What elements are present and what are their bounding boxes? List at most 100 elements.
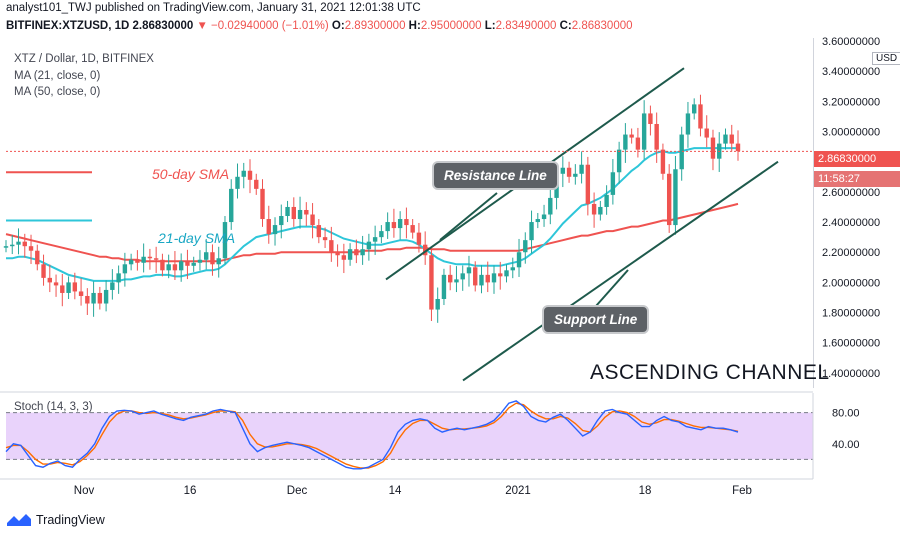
high-value: 2.95000000 xyxy=(420,20,482,32)
stoch-legend: Stoch (14, 3, 3) xyxy=(14,401,93,413)
candle-body xyxy=(297,209,303,220)
candle-body xyxy=(379,231,384,238)
last-price-badge: 2.86830000 xyxy=(814,151,900,167)
candle-body xyxy=(454,279,459,283)
candle-body xyxy=(692,104,697,114)
chart-legend-title: XTZ / Dollar, 1D, BITFINEX xyxy=(14,53,154,65)
price-tick-label: 1.40000000 xyxy=(822,368,880,380)
candle-body xyxy=(191,262,196,266)
candle-body xyxy=(435,298,440,310)
candle-body xyxy=(673,169,678,226)
candle-body xyxy=(116,273,121,283)
candle-body xyxy=(60,285,65,293)
candle-body xyxy=(272,225,278,235)
candle-body xyxy=(729,134,734,144)
candle-body xyxy=(354,249,359,256)
ma21-line xyxy=(6,147,738,282)
candle-body xyxy=(654,123,659,150)
candle-body xyxy=(416,232,422,245)
candle-body xyxy=(53,282,59,286)
price-tick-label: 2.60000000 xyxy=(822,187,880,199)
candle-body xyxy=(510,267,515,271)
stoch-tick-label: 80.00 xyxy=(832,408,860,420)
open-value: 2.89300000 xyxy=(344,20,406,32)
open-label: O: xyxy=(331,20,345,32)
candle-body xyxy=(679,134,684,170)
resistance-pointer xyxy=(439,192,498,241)
candle-body xyxy=(566,167,572,177)
candle-body xyxy=(623,134,628,150)
candle-body xyxy=(335,252,340,256)
time-tick-label: 16 xyxy=(184,485,197,497)
last-price: 2.86830000 xyxy=(132,20,194,32)
candle-body xyxy=(3,246,9,248)
candle-body xyxy=(341,255,347,260)
time-tick-label: Nov xyxy=(74,485,95,497)
candle-body xyxy=(385,222,390,232)
ma50-legend: MA (50, close, 0) xyxy=(14,86,101,98)
candle-body xyxy=(216,258,221,265)
candle-body xyxy=(141,256,146,263)
brand-label: TradingView xyxy=(36,513,105,527)
price-tick-label: 3.20000000 xyxy=(822,96,880,108)
candle-body xyxy=(404,219,409,226)
candle-body xyxy=(247,170,253,180)
candle-body xyxy=(704,128,709,138)
price-tick-label: 3.00000000 xyxy=(822,127,880,139)
candle-body xyxy=(685,113,691,135)
candle-body xyxy=(266,219,271,235)
channel-label: ASCENDING CHANNEL xyxy=(590,361,830,384)
candle-body xyxy=(210,252,215,265)
candle-body xyxy=(178,261,184,271)
candle-body xyxy=(110,282,115,290)
candle-body xyxy=(541,214,547,220)
candle-body xyxy=(441,274,447,299)
candle-body xyxy=(710,137,716,159)
support-callout: Support Line xyxy=(542,305,650,334)
symbol-label: BITFINEX:XTZUSD, 1D xyxy=(6,20,130,32)
candle-body xyxy=(598,206,603,215)
stoch-band xyxy=(6,412,813,460)
ma21-legend: MA (21, close, 0) xyxy=(14,70,101,82)
price-change: ▼ −0.02940000 (−1.01%) xyxy=(196,20,329,32)
ma50-line xyxy=(5,202,739,263)
candle-body xyxy=(197,259,203,263)
candle-body xyxy=(235,176,240,189)
candle-body xyxy=(485,274,490,283)
candle-body xyxy=(185,261,190,266)
candle-body xyxy=(10,244,15,247)
tradingview-logo[interactable]: TradingView xyxy=(6,512,105,528)
time-tick-label: Dec xyxy=(287,485,308,497)
price-tick-label: 2.20000000 xyxy=(822,247,880,259)
candle-body xyxy=(147,256,153,259)
candle-body xyxy=(516,252,522,268)
candle-body xyxy=(229,188,234,223)
candle-body xyxy=(579,164,584,174)
tradingview-logo-icon xyxy=(7,514,31,526)
candle-body xyxy=(160,259,165,271)
candle-body xyxy=(573,173,578,177)
candle-body xyxy=(391,222,397,229)
candle-body xyxy=(22,241,27,247)
price-pane[interactable] xyxy=(0,38,814,388)
candle-body xyxy=(254,179,259,189)
candle-body xyxy=(616,149,622,173)
candle-body xyxy=(204,252,209,260)
currency-button[interactable]: USD xyxy=(872,52,900,65)
candle-body xyxy=(498,273,503,277)
candle-body xyxy=(560,167,566,174)
low-value: 2.83490000 xyxy=(495,20,557,32)
candle-body xyxy=(310,214,315,226)
candle-body xyxy=(28,246,34,251)
candle-body xyxy=(660,149,666,174)
candle-body xyxy=(666,173,672,226)
candle-body xyxy=(648,113,653,124)
low-label: L: xyxy=(484,20,496,32)
candle-body xyxy=(78,291,84,296)
candle-body xyxy=(372,237,378,242)
candle-body xyxy=(122,264,128,274)
candle-body xyxy=(629,134,634,138)
candle-body xyxy=(291,206,296,220)
stoch-k-line xyxy=(5,400,739,470)
